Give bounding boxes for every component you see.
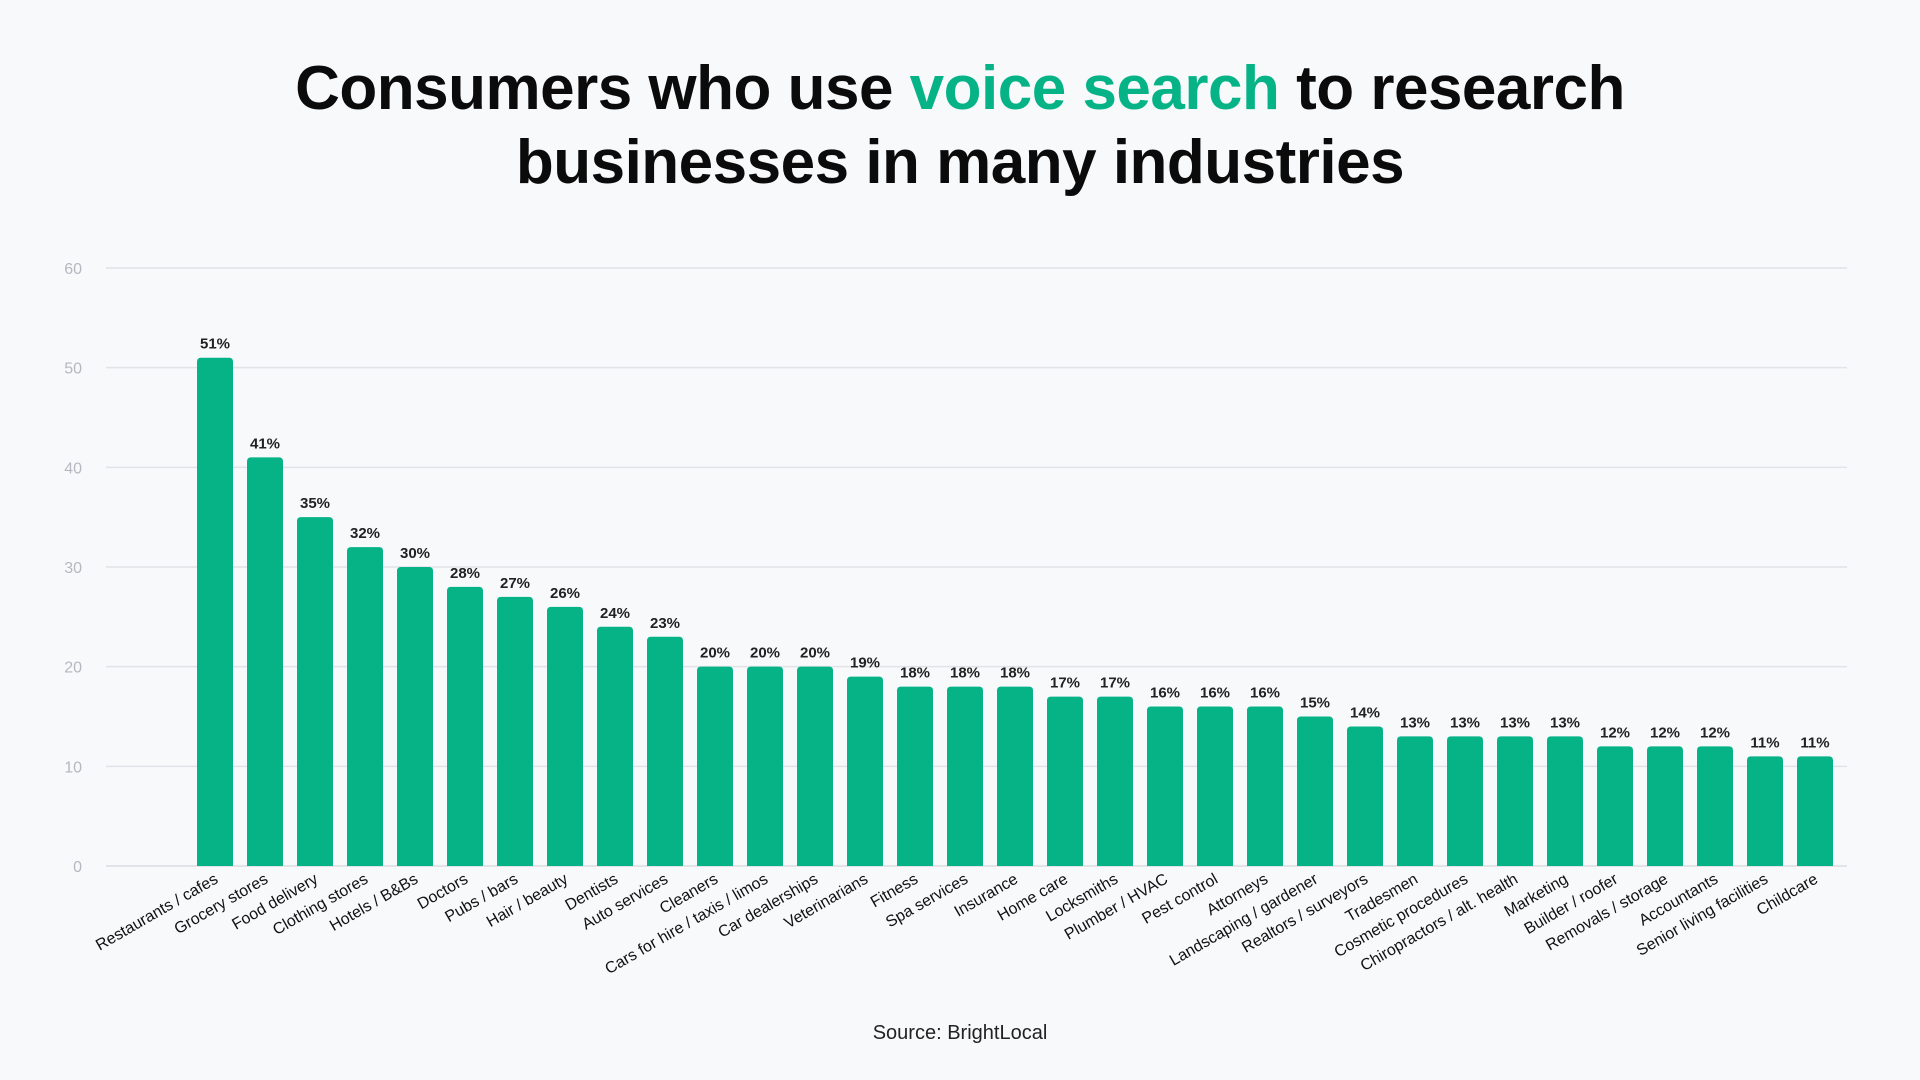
data-label: 24% <box>600 605 630 622</box>
bar <box>997 686 1033 866</box>
y-tick-label: 20 <box>64 660 82 677</box>
data-label: 12% <box>1600 724 1630 741</box>
y-tick-label: 30 <box>64 560 82 577</box>
bar <box>1297 716 1333 866</box>
bar <box>847 676 883 866</box>
bar <box>497 596 533 866</box>
chart-title: Consumers who use voice search to resear… <box>0 52 1920 200</box>
bar <box>1647 746 1683 866</box>
data-label: 19% <box>850 655 880 672</box>
data-label: 17% <box>1050 675 1080 692</box>
data-label: 18% <box>900 665 930 682</box>
title-line-1: Consumers who use voice search to resear… <box>295 54 1625 123</box>
bar <box>1147 706 1183 866</box>
data-label: 23% <box>650 615 680 632</box>
bar <box>1697 746 1733 866</box>
data-label: 32% <box>350 525 380 542</box>
data-label: 20% <box>750 645 780 662</box>
y-tick-label: 50 <box>64 361 82 378</box>
bar <box>447 586 483 866</box>
data-label: 20% <box>800 645 830 662</box>
bar <box>1747 756 1783 866</box>
bar <box>1347 726 1383 866</box>
data-label: 16% <box>1150 685 1180 702</box>
bar <box>347 547 383 866</box>
y-tick-label: 40 <box>64 460 82 477</box>
bar <box>1797 756 1833 866</box>
bar <box>397 567 433 866</box>
bar <box>1497 736 1533 866</box>
bar <box>947 686 983 866</box>
bar <box>1047 696 1083 866</box>
data-label: 11% <box>1800 734 1829 751</box>
bar <box>747 666 783 866</box>
bar <box>597 626 633 866</box>
bar <box>1097 696 1133 866</box>
data-label: 41% <box>250 435 280 452</box>
data-label: 12% <box>1700 724 1730 741</box>
bar <box>1547 736 1583 866</box>
data-label: 13% <box>1550 714 1580 731</box>
data-label: 20% <box>700 645 730 662</box>
bar <box>197 357 233 866</box>
y-tick-label: 0 <box>73 859 82 876</box>
data-label: 35% <box>300 495 330 512</box>
data-label: 13% <box>1450 714 1480 731</box>
data-label: 26% <box>550 585 580 602</box>
bar <box>1397 736 1433 866</box>
y-tick-label: 60 <box>64 261 82 278</box>
bar <box>1197 706 1233 866</box>
bar <box>1597 746 1633 866</box>
data-label: 11% <box>1750 734 1779 751</box>
data-label: 28% <box>450 565 480 582</box>
y-tick-label: 10 <box>64 759 82 776</box>
bar <box>297 517 333 866</box>
bar <box>697 666 733 866</box>
data-label: 18% <box>1000 665 1030 682</box>
x-tick-label: Hotels / B&Bs <box>327 871 421 935</box>
source-note: Source: BrightLocal <box>872 1022 1048 1044</box>
data-label: 51% <box>200 336 230 353</box>
bar <box>1447 736 1483 866</box>
data-label: 16% <box>1250 685 1280 702</box>
bar <box>547 606 583 866</box>
data-label: 12% <box>1650 724 1680 741</box>
data-label: 15% <box>1300 695 1330 712</box>
data-label: 13% <box>1500 714 1530 731</box>
data-label: 18% <box>950 665 980 682</box>
data-label: 17% <box>1100 675 1130 692</box>
title-line-2: businesses in many industries <box>515 128 1405 197</box>
bar <box>647 636 683 866</box>
bar <box>897 686 933 866</box>
bar <box>797 666 833 866</box>
bar <box>1247 706 1283 866</box>
data-label: 13% <box>1400 714 1430 731</box>
data-label: 14% <box>1350 704 1380 721</box>
data-label: 27% <box>500 575 530 592</box>
data-label: 16% <box>1200 685 1230 702</box>
title-highlight: voice search <box>909 54 1280 123</box>
bar <box>247 457 283 866</box>
data-label: 30% <box>400 545 430 562</box>
